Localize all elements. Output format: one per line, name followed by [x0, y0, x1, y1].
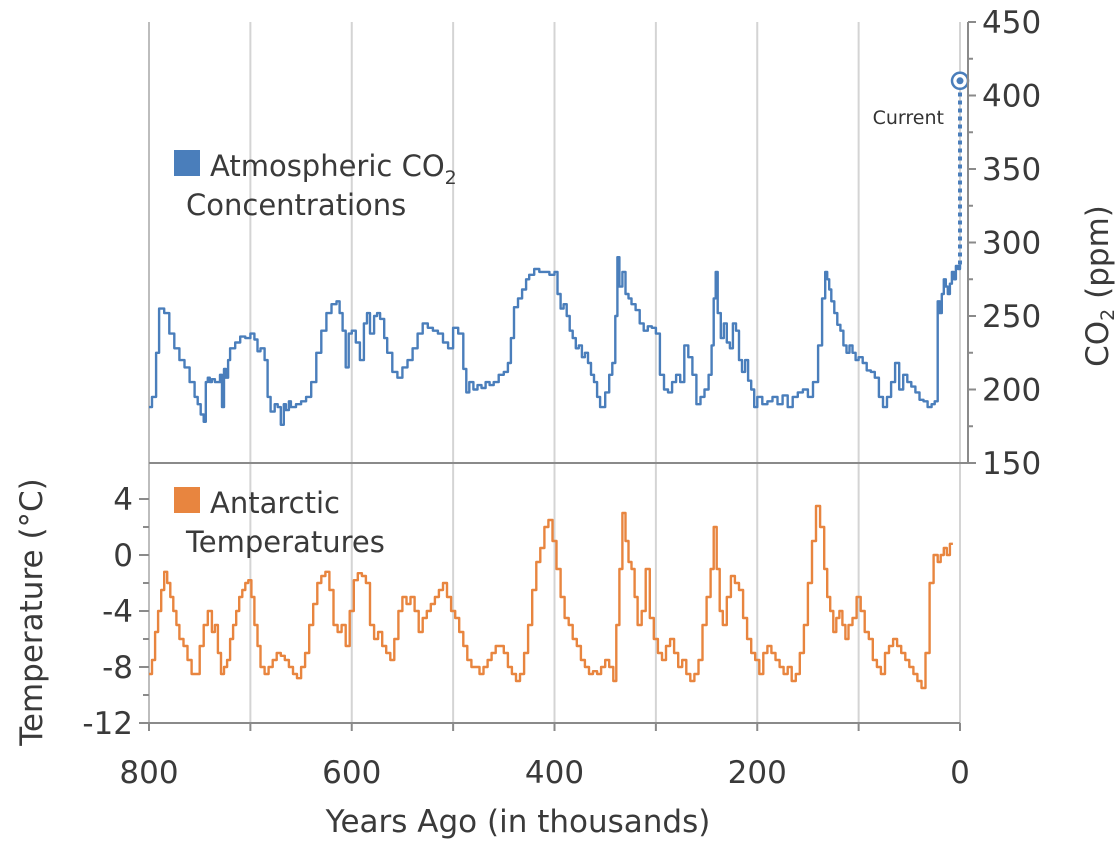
co2-tick-label: 450 [982, 5, 1041, 41]
co2-legend-line2: Concentrations [186, 188, 406, 222]
co2-tick-label: 300 [982, 226, 1041, 262]
x-tick-label: 200 [728, 755, 787, 791]
co2-tick-label: 200 [982, 373, 1041, 409]
temperature-tick-label: -8 [102, 650, 133, 686]
x-tick-label: 800 [119, 755, 178, 791]
co2-legend: Atmospheric CO2 Concentrations [174, 149, 457, 222]
temperature-axis-title: Temperature (°C) [14, 478, 50, 747]
current-label: Current [873, 107, 944, 129]
temperature-tick-label: 4 [113, 482, 133, 518]
co2-tick-label: 350 [982, 152, 1041, 188]
co2-tick-label: 400 [982, 79, 1041, 115]
temperature-legend-line2: Temperatures [185, 525, 385, 559]
x-tick-label: 600 [322, 755, 381, 791]
plot-frame [148, 22, 968, 724]
temperature-legend-line1: Antarctic [210, 486, 340, 520]
co2-series [149, 256, 962, 426]
temperature-series [149, 504, 953, 690]
co2-legend-line1: Atmospheric CO2 [210, 149, 457, 189]
x-tick-label: 400 [525, 755, 584, 791]
co2-axis: 150 200 250 300 350 400 450 [967, 5, 1041, 482]
temperature-legend: Antarctic Temperatures [174, 486, 385, 559]
x-tick-label: 0 [950, 755, 970, 791]
temperature-line [149, 504, 953, 690]
co2-tick-label: 150 [982, 446, 1041, 482]
x-axis-title: Years Ago (in thousands) [325, 804, 711, 840]
temperature-axis: 4 0 -4 -8 -12 [82, 482, 149, 742]
temperature-tick-label: -12 [82, 706, 133, 742]
vertical-gridlines [148, 22, 961, 723]
current-dot [956, 77, 964, 85]
co2-tick-label: 250 [982, 299, 1041, 335]
co2-legend-swatch [174, 150, 200, 176]
temperature-tick-label: 0 [113, 538, 133, 574]
temperature-tick-label: -4 [102, 594, 133, 630]
x-axis: 800 600 400 200 0 [119, 723, 970, 791]
co2-line [149, 256, 962, 426]
temperature-legend-swatch [174, 487, 200, 513]
co2-axis-title: CO2 (ppm) [1080, 205, 1116, 367]
